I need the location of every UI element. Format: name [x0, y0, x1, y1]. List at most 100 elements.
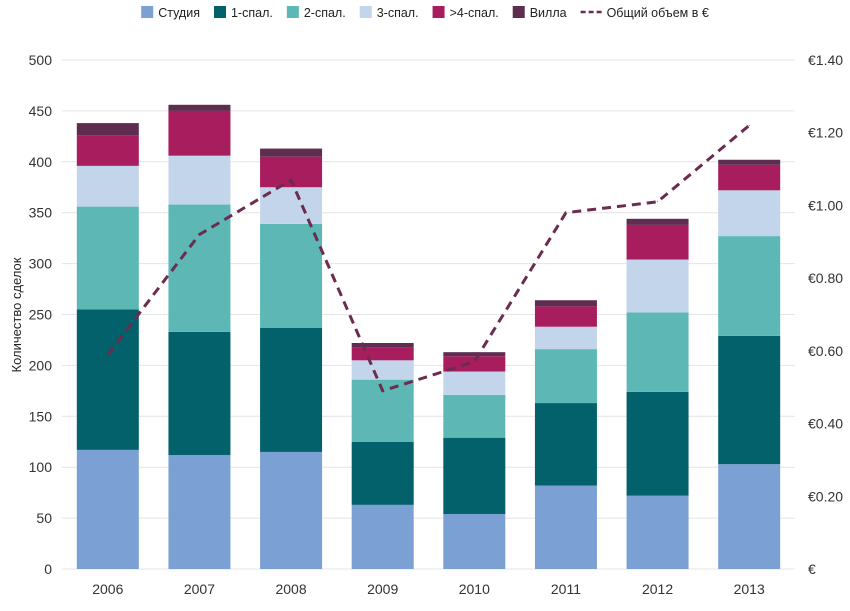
bar-segment — [718, 159, 781, 165]
legend-label: 2-спал. — [304, 6, 346, 20]
bar-segment — [260, 148, 323, 157]
y-tick-label: 250 — [29, 307, 53, 323]
legend-item: Общий объем в € — [580, 6, 709, 20]
legend-item: 3-спал. — [359, 6, 419, 20]
bar-segment — [534, 300, 597, 307]
y2-tick-label: €0.80 — [808, 270, 843, 286]
bar-segment — [534, 349, 597, 404]
y2-tick-label: €0.20 — [808, 488, 843, 504]
bar-segment — [351, 504, 414, 569]
left-axis-ticks: 0 50 100 150 200 250 300 350 400 450 500 — [29, 52, 53, 577]
volume-line-point — [748, 124, 750, 126]
x-tick-label: 2009 — [367, 581, 398, 597]
volume-line-point — [473, 361, 475, 363]
bar-segment — [76, 165, 139, 207]
bar-segment — [534, 326, 597, 350]
bar-segment — [76, 206, 139, 310]
bar-segment — [168, 155, 231, 205]
legend-swatch — [512, 6, 525, 18]
x-tick-label: 2010 — [459, 581, 490, 597]
bar-segment — [626, 224, 689, 260]
volume-line — [106, 124, 751, 393]
bar-segment — [76, 135, 139, 166]
y2-tick-label: €1.40 — [808, 52, 843, 68]
x-tick-label: 2007 — [184, 581, 215, 597]
volume-line-point — [290, 179, 292, 181]
line-layer — [106, 124, 751, 393]
x-tick-label: 2011 — [551, 581, 581, 597]
bar-segment — [626, 391, 689, 496]
volume-line-point — [657, 201, 659, 203]
bar-segment — [260, 223, 323, 328]
bar-segment — [168, 110, 231, 156]
x-tick-label: 2008 — [275, 581, 306, 597]
bar-segment — [443, 352, 506, 357]
y-tick-label: 0 — [44, 561, 52, 577]
bar-segment — [626, 259, 689, 313]
legend-swatch — [213, 6, 226, 18]
bar-segment — [76, 309, 139, 450]
bar-segment — [534, 403, 597, 486]
legend-label: >4-спал. — [450, 6, 499, 20]
bar-segment — [443, 514, 506, 569]
y-axis-title: Количество сделок — [9, 257, 24, 372]
legend-label: Студия — [158, 6, 200, 20]
x-axis-ticks: 2006 2007 2008 2009 2010 2011 2012 2013 — [92, 581, 765, 597]
y-tick-label: 200 — [29, 357, 53, 373]
legend-swatch — [359, 6, 372, 18]
legend-label: Вилла — [530, 6, 567, 20]
legend: Студия 1-спал. 2-спал. 3-спал. >4-спал. Вилла… — [141, 6, 709, 20]
bar-segment — [351, 343, 414, 348]
bar-segment — [76, 123, 139, 136]
legend-swatch — [432, 6, 445, 18]
bar-segment — [443, 394, 506, 438]
volume-line-point — [107, 353, 109, 355]
volume-line-point — [382, 390, 384, 392]
y-tick-label: 300 — [29, 256, 53, 272]
legend-label: 1-спал. — [231, 6, 273, 20]
bar-segment — [168, 454, 231, 569]
volume-line-point — [565, 212, 567, 214]
legend-item: 1-спал. — [213, 6, 273, 20]
y2-tick-label: €0.40 — [808, 416, 843, 432]
bar-segment — [351, 347, 414, 361]
right-axis-ticks: € €0.20 €0.40 €0.60 €0.80 €1.00 €1.20 €1.40 — [808, 52, 843, 577]
legend-item: Вилла — [512, 6, 567, 20]
x-tick-label: 2013 — [734, 581, 765, 597]
y2-tick-label: €0.60 — [808, 343, 843, 359]
bar-segment — [351, 360, 414, 380]
bar-segment — [534, 485, 597, 569]
legend-item: 2-спал. — [286, 6, 346, 20]
bar-segment — [260, 327, 323, 452]
legend-label: 3-спал. — [377, 6, 419, 20]
bar-segment — [718, 190, 781, 237]
bar-segment — [443, 356, 506, 372]
bar-segment — [168, 104, 231, 111]
y-tick-label: 450 — [29, 103, 53, 119]
y-tick-label: 100 — [29, 459, 53, 475]
bar-segment — [626, 312, 689, 392]
bar-segment — [443, 437, 506, 515]
y-tick-label: 400 — [29, 154, 53, 170]
bar-segment — [626, 495, 689, 569]
y2-tick-label: €1.20 — [808, 125, 843, 141]
bar-segment — [626, 218, 689, 225]
y2-tick-label: €1.00 — [808, 197, 843, 213]
bar-segment — [168, 331, 231, 455]
legend-swatch — [141, 6, 154, 18]
bar-segment — [534, 306, 597, 327]
y-tick-label: 500 — [29, 52, 53, 68]
x-tick-label: 2006 — [92, 581, 123, 597]
bar-segment — [443, 371, 506, 395]
bar-segment — [76, 449, 139, 569]
y-tick-label: 50 — [36, 510, 52, 526]
y2-tick-label: € — [808, 561, 816, 577]
bar-segment — [351, 441, 414, 505]
bar-segment — [718, 164, 781, 191]
bar-segment — [718, 464, 781, 569]
bar-segment — [718, 335, 781, 465]
legend-label: Общий объем в € — [607, 6, 709, 20]
bar-segment — [168, 204, 231, 332]
bars — [76, 104, 781, 569]
